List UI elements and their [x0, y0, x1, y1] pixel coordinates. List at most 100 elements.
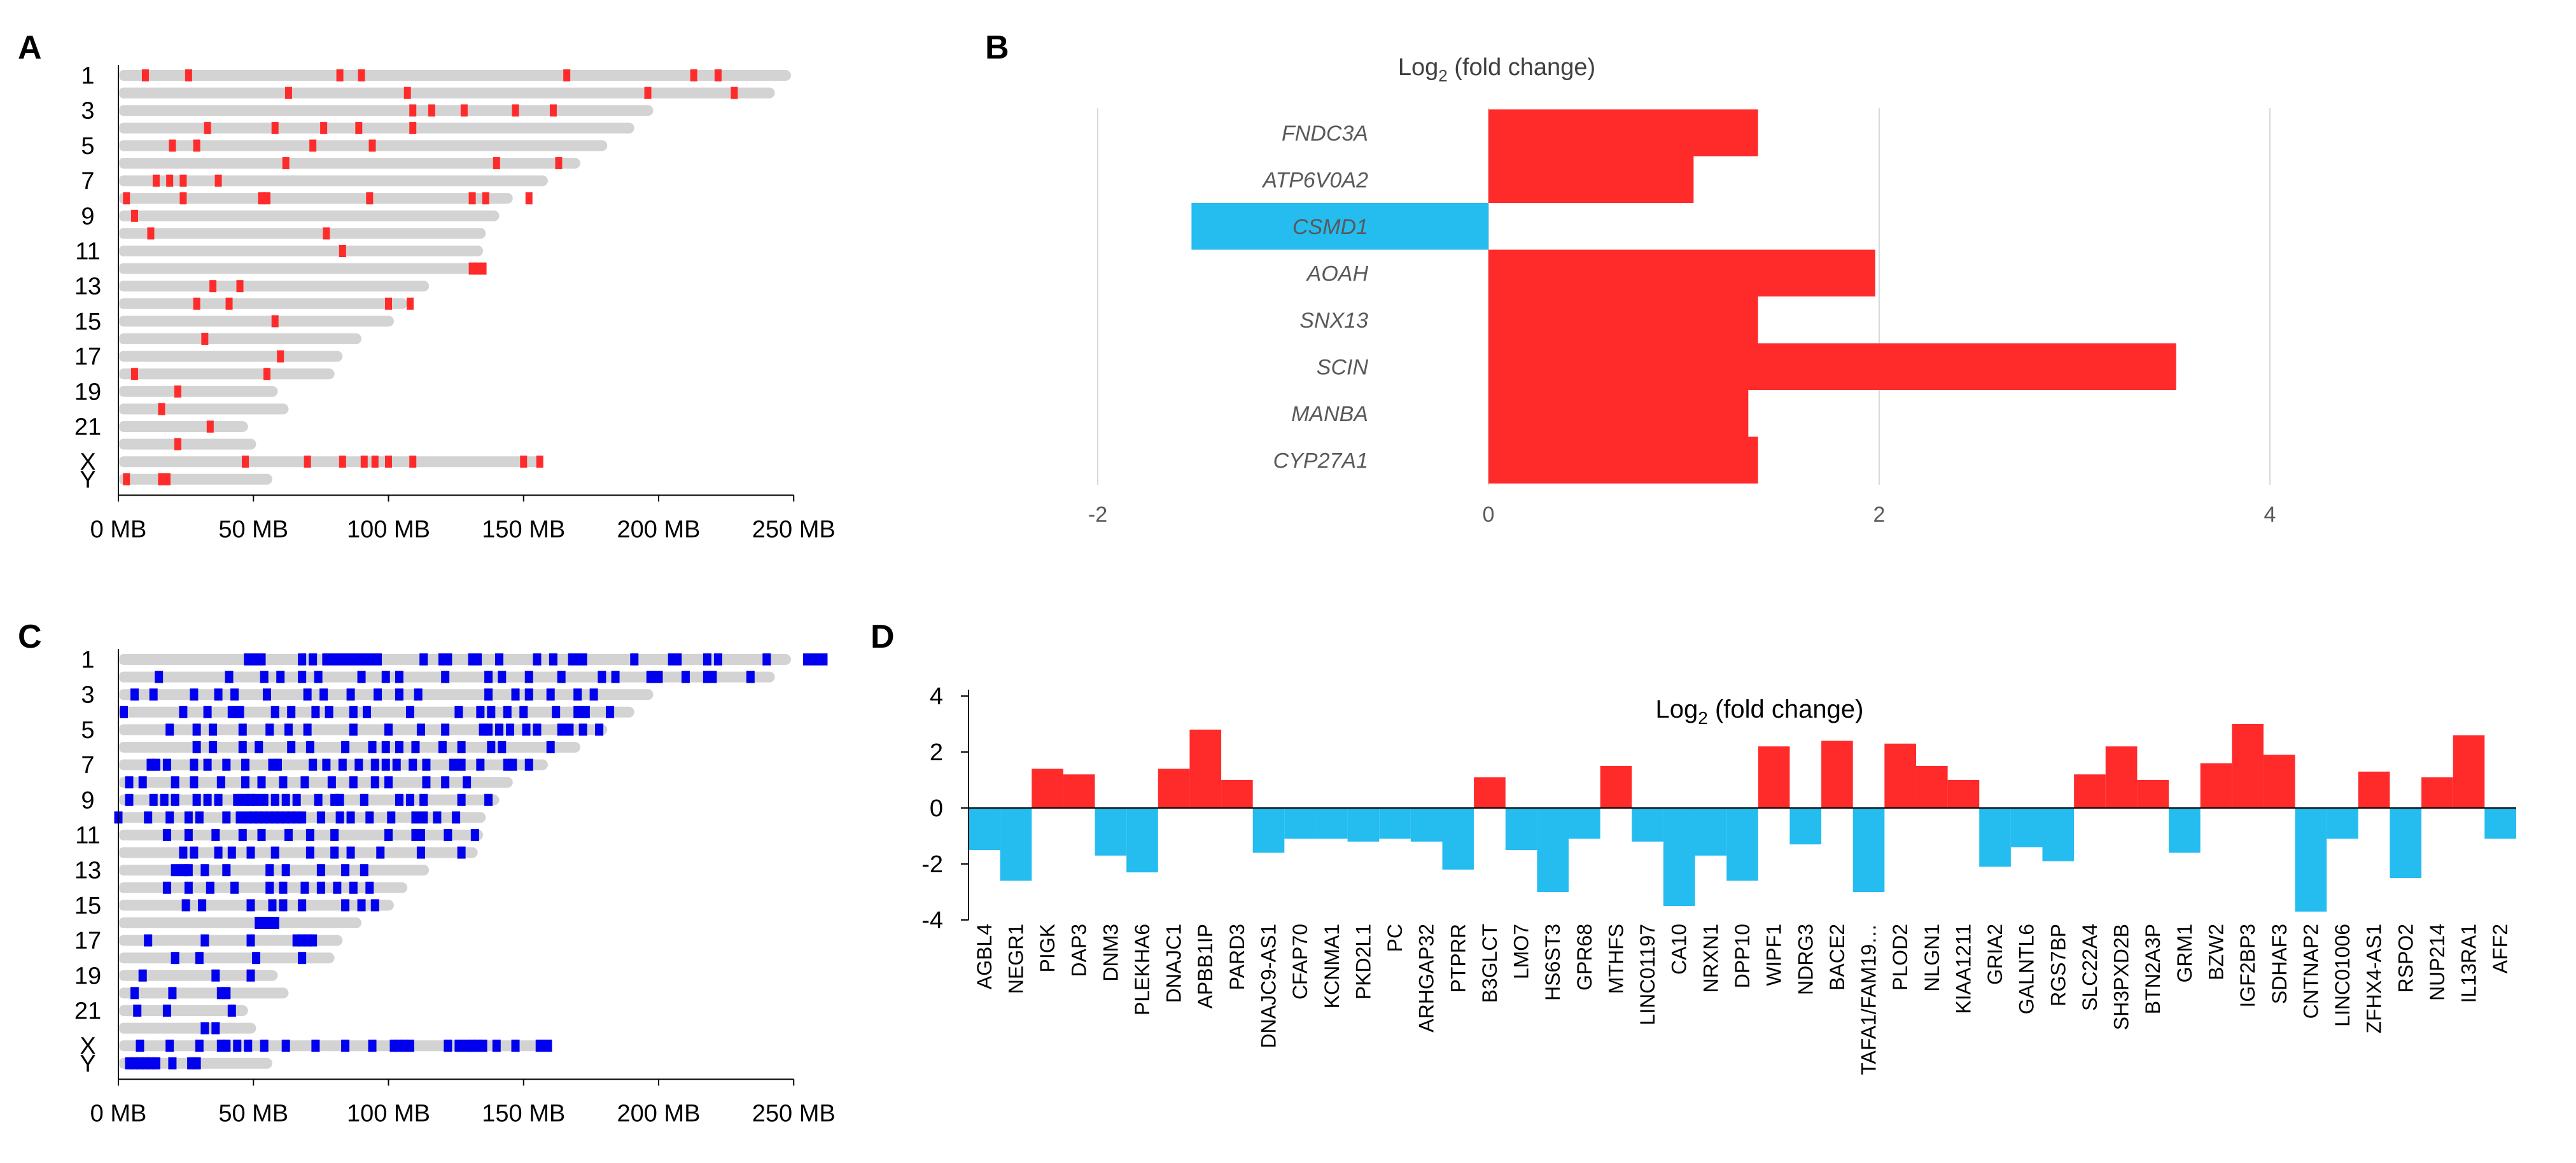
variant-mark — [292, 793, 301, 806]
variant-mark — [365, 881, 374, 894]
bar — [1663, 808, 1695, 906]
variant-mark — [185, 69, 192, 81]
variant-mark — [255, 741, 263, 753]
bar-csmd1 — [1191, 203, 1488, 250]
variant-mark — [309, 934, 318, 947]
category-label: WIPF1 — [1763, 924, 1786, 986]
variant-mark — [371, 456, 379, 468]
variant-mark — [163, 473, 171, 485]
variant-mark — [503, 706, 512, 718]
chromosome-label: 1 — [81, 647, 94, 674]
variant-mark — [468, 192, 476, 205]
bar — [2484, 808, 2516, 839]
chromosome-6 — [118, 158, 580, 169]
variant-mark — [673, 653, 682, 665]
variant-mark — [227, 846, 236, 859]
variant-mark — [441, 723, 450, 736]
chromosome-10 — [118, 228, 486, 239]
variant-mark — [565, 723, 574, 736]
variant-mark — [270, 917, 279, 929]
chromosome-16 — [118, 333, 362, 344]
category-label: MTHFS — [1604, 924, 1627, 994]
variant-mark — [484, 688, 493, 701]
variant-mark — [654, 671, 663, 683]
variant-mark — [130, 368, 138, 380]
bar — [1284, 808, 1316, 839]
variant-mark — [457, 741, 466, 753]
y-tick-label: 4 — [930, 683, 943, 710]
category-label: CSMD1 — [1292, 215, 1368, 239]
variant-mark — [428, 104, 435, 117]
variant-mark — [457, 793, 466, 806]
bar — [2327, 808, 2358, 839]
category-label: CNTNAP2 — [2299, 924, 2322, 1019]
variant-mark — [495, 723, 504, 736]
variant-mark — [200, 864, 209, 877]
variant-mark — [384, 776, 393, 789]
category-label: DAP3 — [1068, 924, 1091, 977]
chromosome-label: 9 — [81, 787, 94, 814]
category-label: SDHAF3 — [2268, 924, 2291, 1004]
variant-mark — [493, 157, 500, 169]
variant-mark — [152, 174, 160, 187]
variant-mark — [330, 846, 339, 859]
category-label: GPR68 — [1573, 924, 1596, 991]
y-tick-label: 2 — [930, 739, 943, 766]
chromosome-22 — [118, 1022, 256, 1034]
chromosome-20 — [118, 403, 289, 415]
bar — [1505, 808, 1537, 850]
variant-mark — [225, 297, 233, 310]
variant-mark — [130, 209, 138, 222]
variant-mark — [222, 987, 231, 999]
variant-mark — [138, 969, 147, 982]
variant-mark — [535, 1040, 544, 1052]
variant-mark — [281, 864, 290, 877]
chromosome-5 — [118, 140, 608, 151]
variant-mark — [230, 688, 239, 701]
chromosome-X — [118, 456, 540, 468]
variant-mark — [238, 723, 247, 736]
variant-mark — [184, 864, 193, 877]
bar — [1158, 769, 1190, 808]
x-tick-label: 50 MB — [218, 1100, 288, 1127]
panel-label-c: C — [18, 618, 42, 655]
category-label: NEGR1 — [1004, 924, 1027, 994]
variant-mark — [192, 1057, 201, 1069]
variant-mark — [578, 723, 587, 736]
chromosome-label: 15 — [74, 893, 101, 919]
variant-mark — [714, 69, 722, 81]
variant-mark — [611, 671, 620, 683]
variant-mark — [703, 653, 711, 665]
variant-mark — [174, 438, 181, 450]
variant-mark — [316, 881, 325, 894]
bar — [1979, 808, 2011, 867]
variant-mark — [385, 456, 392, 468]
variant-mark — [190, 688, 199, 701]
bar — [1884, 743, 1916, 808]
category-label: PKD2L1 — [1352, 924, 1375, 999]
variant-mark — [341, 1040, 350, 1052]
variant-mark — [235, 706, 244, 718]
variant-mark — [125, 776, 134, 789]
variant-mark — [381, 671, 390, 683]
variant-mark — [476, 758, 485, 771]
chromosome-label: 15 — [74, 309, 101, 335]
bar — [1410, 808, 1443, 842]
variant-mark — [681, 671, 690, 683]
variant-mark — [519, 706, 528, 718]
variant-mark — [323, 227, 330, 240]
variant-mark — [211, 1022, 220, 1034]
variant-mark — [468, 262, 476, 275]
variant-mark — [227, 1005, 236, 1017]
variant-mark — [320, 122, 328, 134]
variant-mark — [454, 1040, 463, 1052]
variant-mark — [260, 671, 269, 683]
variant-mark — [349, 776, 358, 789]
bar — [1189, 729, 1222, 808]
chromosome-3 — [118, 689, 654, 700]
variant-mark — [136, 1040, 144, 1052]
variant-mark — [325, 706, 333, 718]
variant-mark — [512, 104, 519, 117]
